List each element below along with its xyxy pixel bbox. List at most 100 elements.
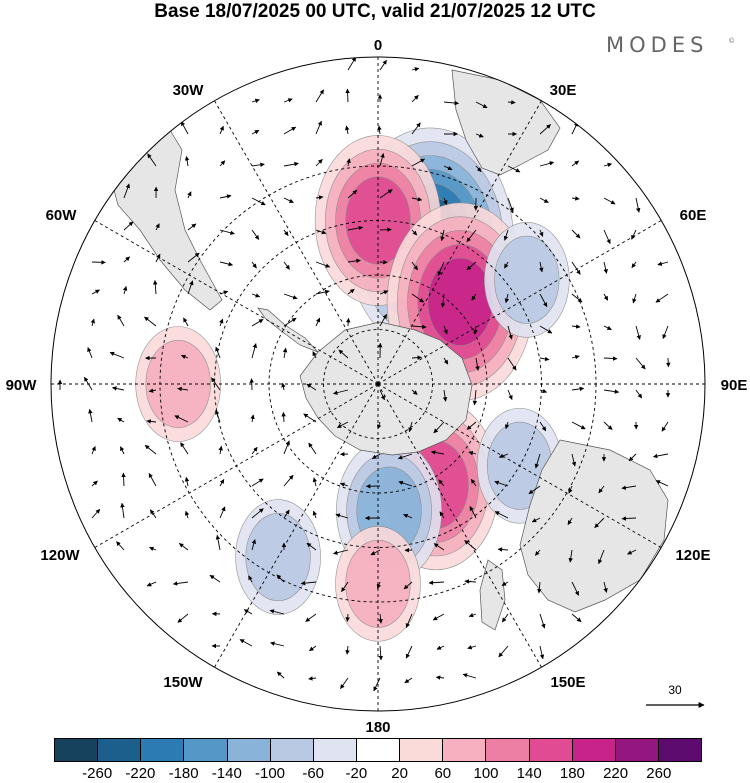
wind-vector <box>177 613 189 623</box>
wind-vector <box>184 510 190 519</box>
wind-vector <box>219 229 235 235</box>
wind-vector <box>155 223 160 231</box>
wind-vector <box>315 229 327 235</box>
wind-vector <box>144 444 157 455</box>
colorbar-swatch <box>400 739 444 761</box>
wind-vector <box>219 478 225 487</box>
wind-vector <box>462 673 477 679</box>
colorbar-swatch <box>227 739 271 761</box>
wind-vector <box>347 258 361 264</box>
wind-vector <box>172 581 189 586</box>
wind-vector <box>571 196 580 201</box>
wind-vector <box>631 229 637 240</box>
wind-vector <box>283 98 293 103</box>
wind-vector <box>411 94 419 103</box>
wind-vector <box>411 293 425 303</box>
wind-vector <box>378 645 384 661</box>
wind-vector <box>635 325 641 340</box>
wind-vector <box>501 581 509 586</box>
wind-vector <box>117 314 125 327</box>
wind-vector <box>123 256 130 263</box>
wind-vector <box>632 293 637 304</box>
wind-vector <box>507 325 513 340</box>
wind-vector <box>439 511 445 519</box>
wind-vector <box>283 126 297 135</box>
wind-vector <box>149 546 157 552</box>
south-pole-marker <box>376 382 380 386</box>
wind-vector <box>494 511 509 519</box>
wind-vector <box>598 485 605 494</box>
wind-vector <box>315 261 331 268</box>
wind-vector <box>539 261 544 273</box>
meridian-line <box>214 383 379 668</box>
wind-vector <box>466 229 477 243</box>
wind-vector <box>504 293 510 304</box>
wind-vector <box>90 318 96 327</box>
wind-vector <box>531 517 541 523</box>
wind-vector <box>312 351 317 359</box>
wind-vector <box>338 349 349 359</box>
wind-vector <box>219 506 226 519</box>
wind-vector <box>603 229 611 245</box>
colorbar-swatch <box>184 739 228 761</box>
wind-vector <box>251 229 260 240</box>
wind-vector <box>635 197 641 213</box>
reference-vector-arrow <box>646 702 705 708</box>
wind-vector <box>371 453 381 460</box>
wind-vector <box>571 229 581 239</box>
wind-vector <box>655 293 669 303</box>
wind-vector <box>187 252 200 263</box>
wind-vector <box>631 261 637 269</box>
lon-label-120e: 120E <box>675 547 710 564</box>
wind-vector <box>187 223 197 231</box>
wind-vector <box>507 357 517 371</box>
wind-vector <box>344 125 350 135</box>
wind-vector <box>662 325 669 340</box>
wind-vector <box>283 440 290 455</box>
polar-map[interactable]: 0 30E 60E 90E 120E 150E 180 150W 120W 90… <box>0 0 750 735</box>
wind-vector <box>333 549 349 555</box>
wind-vector <box>603 581 608 593</box>
wind-vector <box>376 581 382 589</box>
wind-vector <box>443 197 448 205</box>
colorbar-swatch <box>615 739 659 761</box>
wind-vector <box>308 676 317 681</box>
wind-vector <box>603 356 618 361</box>
wind-vector <box>315 158 323 167</box>
wind-vector <box>281 411 286 423</box>
colorbar-tick-label: -20 <box>345 765 368 782</box>
wind-vector <box>116 541 125 551</box>
wind-vector <box>475 101 488 109</box>
colorbar-swatch <box>313 739 357 761</box>
wind-vector <box>379 153 385 167</box>
wind-vector <box>435 675 445 680</box>
wind-vector <box>120 446 125 455</box>
wind-vector <box>336 421 349 429</box>
wind-vector <box>282 347 288 359</box>
wind-vector <box>379 189 393 199</box>
meridian-line <box>377 383 662 548</box>
wind-vector <box>340 482 349 487</box>
wind-vector <box>180 442 189 455</box>
colorbar-swatch <box>98 739 142 761</box>
colorbar-tick-label: 260 <box>646 765 672 782</box>
wind-vector <box>652 453 669 459</box>
wind-vector <box>251 293 261 298</box>
wind-vector <box>109 351 125 359</box>
meridian-line <box>377 100 542 385</box>
wind-vector <box>464 540 477 551</box>
wind-vector <box>347 57 357 71</box>
wind-vector <box>178 543 189 551</box>
wind-vector <box>403 513 413 519</box>
wind-vector <box>571 160 580 167</box>
wind-vector <box>250 414 255 423</box>
wind-vector <box>507 165 521 173</box>
wind-vector <box>91 508 101 519</box>
wind-vector <box>539 645 545 660</box>
wind-vector <box>341 581 349 593</box>
wind-vector <box>251 318 264 327</box>
wind-vector <box>283 161 299 167</box>
colorbar-swatch <box>529 739 573 761</box>
lon-label-180: 180 <box>365 719 390 735</box>
wind-vector <box>571 324 581 329</box>
